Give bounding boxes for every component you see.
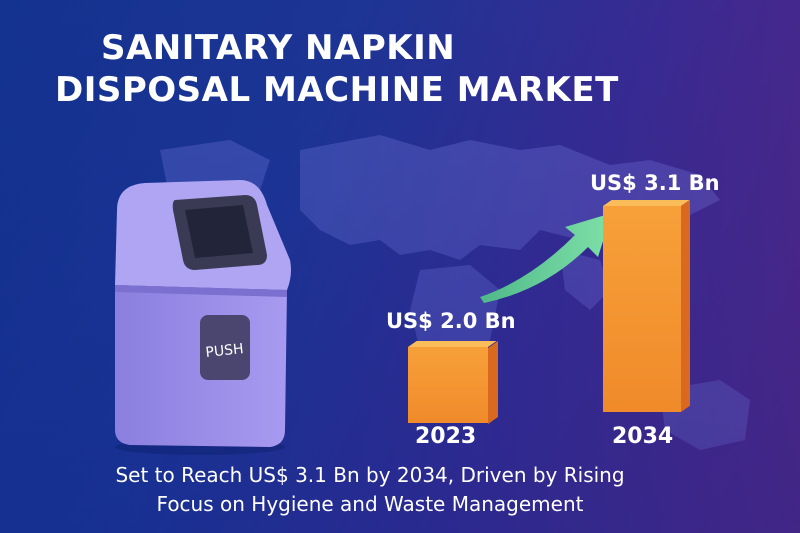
push-label: PUSH xyxy=(205,341,245,361)
bar-2034-year-label: 2034 xyxy=(612,424,674,449)
title-line-1: SANITARY NAPKIN xyxy=(101,28,456,68)
bar-2023-year-label: 2023 xyxy=(415,424,477,449)
bar-2023-value-label: US$ 2.0 Bn xyxy=(386,309,516,333)
growth-arrow-icon xyxy=(480,213,612,303)
subtitle: Set to Reach US$ 3.1 Bn by 2034, Driven … xyxy=(0,461,740,519)
push-panel xyxy=(200,315,250,380)
bar-2023 xyxy=(408,340,498,424)
title-line-2: DISPOSAL MACHINE MARKET xyxy=(55,70,619,110)
disposal-bin-illustration: PUSH xyxy=(115,180,291,455)
bar-2034 xyxy=(603,199,690,412)
subtitle-line-1: Set to Reach US$ 3.1 Bn by 2034, Driven … xyxy=(115,463,625,487)
bar-2034-value-label: US$ 3.1 Bn xyxy=(590,171,720,195)
subtitle-line-2: Focus on Hygiene and Waste Management xyxy=(156,492,584,516)
